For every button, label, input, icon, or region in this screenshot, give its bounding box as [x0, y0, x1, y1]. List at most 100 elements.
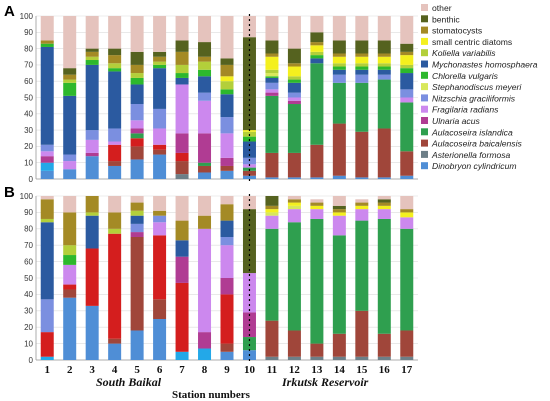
bar-segment: [40, 170, 54, 179]
bar-segment: [265, 212, 279, 216]
legend-label: stomatocysts: [432, 26, 482, 36]
bar-segment: [332, 63, 346, 67]
y-tick-label: 20: [24, 142, 33, 151]
bar-segment: [130, 223, 144, 233]
bar-segment: [175, 196, 189, 221]
bar-segment: [130, 73, 144, 78]
bar-segment: [108, 68, 122, 72]
bar-segment: [63, 212, 77, 246]
bar-segment: [355, 82, 369, 132]
bar-segment: [332, 212, 346, 216]
legend-swatch: [421, 4, 428, 11]
bar-segment: [108, 141, 122, 145]
bar-segment: [332, 215, 346, 236]
bar-segment: [130, 330, 144, 360]
legend-swatch: [421, 71, 428, 79]
bar-segment: [153, 56, 167, 62]
bar-segment: [265, 92, 279, 96]
bar-segment: [85, 56, 99, 61]
station-label: 14: [334, 364, 346, 376]
bar-segment: [377, 202, 391, 206]
bar-segment: [63, 16, 77, 69]
bar-segment: [130, 77, 144, 85]
legend-swatch: [421, 60, 428, 68]
bar-segment: [332, 235, 346, 334]
bar-segment: [332, 40, 346, 54]
bar-segment: [400, 89, 414, 98]
legend-label: Chlorella vulgaris: [432, 71, 499, 81]
bar-segment: [130, 210, 144, 216]
bar-segment: [153, 235, 167, 300]
bar-segment: [355, 202, 369, 206]
bar-segment: [355, 310, 369, 357]
bar-segment: [265, 320, 279, 357]
bar-segment: [355, 74, 369, 83]
bar-segment: [198, 100, 212, 134]
legend-label: small centric diatoms: [432, 37, 512, 47]
bar-segment: [108, 196, 122, 213]
bar-segment: [153, 196, 167, 211]
bar-segment: [310, 32, 324, 43]
station-label: 6: [157, 364, 163, 376]
bar-segment: [287, 209, 301, 223]
bar-segment: [355, 40, 369, 54]
bar-segment: [287, 76, 301, 80]
y-tick-label: 10: [24, 339, 33, 348]
bar-segment: [108, 128, 122, 142]
bar-segment: [85, 196, 99, 213]
bar-segment: [220, 64, 234, 77]
bar-segment: [332, 66, 346, 70]
bar-segment: [332, 356, 346, 360]
bar-segment: [198, 69, 212, 77]
legend-item: Asterionella formosa: [421, 150, 511, 160]
bar-segment: [332, 74, 346, 83]
bar-segment: [310, 343, 324, 357]
bar-segment: [355, 356, 369, 360]
bar-segment: [85, 130, 99, 140]
legend-item: benthic: [421, 14, 460, 24]
bar-segment: [220, 165, 234, 171]
bar-segment: [332, 205, 346, 210]
bar-segment: [220, 170, 234, 179]
bar-segment: [220, 343, 234, 352]
station-label: 15: [356, 364, 368, 376]
bar-segment: [400, 51, 414, 56]
panels-layer: 0 10 20 30 40 50 60 70 80 90 100 0 10 20 30 40 50 60 70 80 9…: [20, 12, 418, 376]
bar-segment: [198, 215, 212, 229]
bar-segment: [355, 131, 369, 178]
bar-segment: [153, 128, 167, 145]
bar-segment: [332, 175, 346, 179]
bar-segment: [198, 133, 212, 163]
bar-segment: [377, 79, 391, 129]
bar-segment: [355, 199, 369, 203]
bar-segment: [175, 256, 189, 283]
group-label-irkutsk-reservoir: Irkutsk Reservoir: [281, 375, 369, 389]
bar-segment: [400, 64, 414, 69]
y-tick-label: 60: [24, 257, 33, 266]
legend-item: Nitzschia graciliformis: [421, 93, 516, 103]
bar-segment: [198, 228, 212, 333]
bar-segment: [355, 63, 369, 67]
bar-segment: [287, 16, 301, 49]
bar-segment: [310, 51, 324, 56]
bar-segment: [220, 58, 234, 65]
bar-segment: [130, 146, 144, 160]
bar-segment: [220, 294, 234, 344]
legend-label: Koliella variabilis: [432, 48, 496, 58]
legend-swatch: [421, 105, 428, 113]
bar-segment: [265, 53, 279, 57]
bar-segment: [220, 245, 234, 278]
bar-segment: [108, 144, 122, 162]
bar-segment: [265, 56, 279, 70]
bar-segment: [332, 209, 346, 213]
bar-segment: [220, 196, 234, 205]
bar-segment: [377, 205, 391, 210]
station-label: 5: [134, 364, 140, 376]
bar-segment: [175, 220, 189, 241]
bar-segment: [400, 330, 414, 357]
legend-label: Dinobryon cylindricum: [432, 161, 517, 171]
bar-segment: [242, 16, 256, 38]
legend-swatch: [421, 162, 428, 170]
bar-segment: [265, 95, 279, 153]
bar-segment: [130, 232, 144, 237]
